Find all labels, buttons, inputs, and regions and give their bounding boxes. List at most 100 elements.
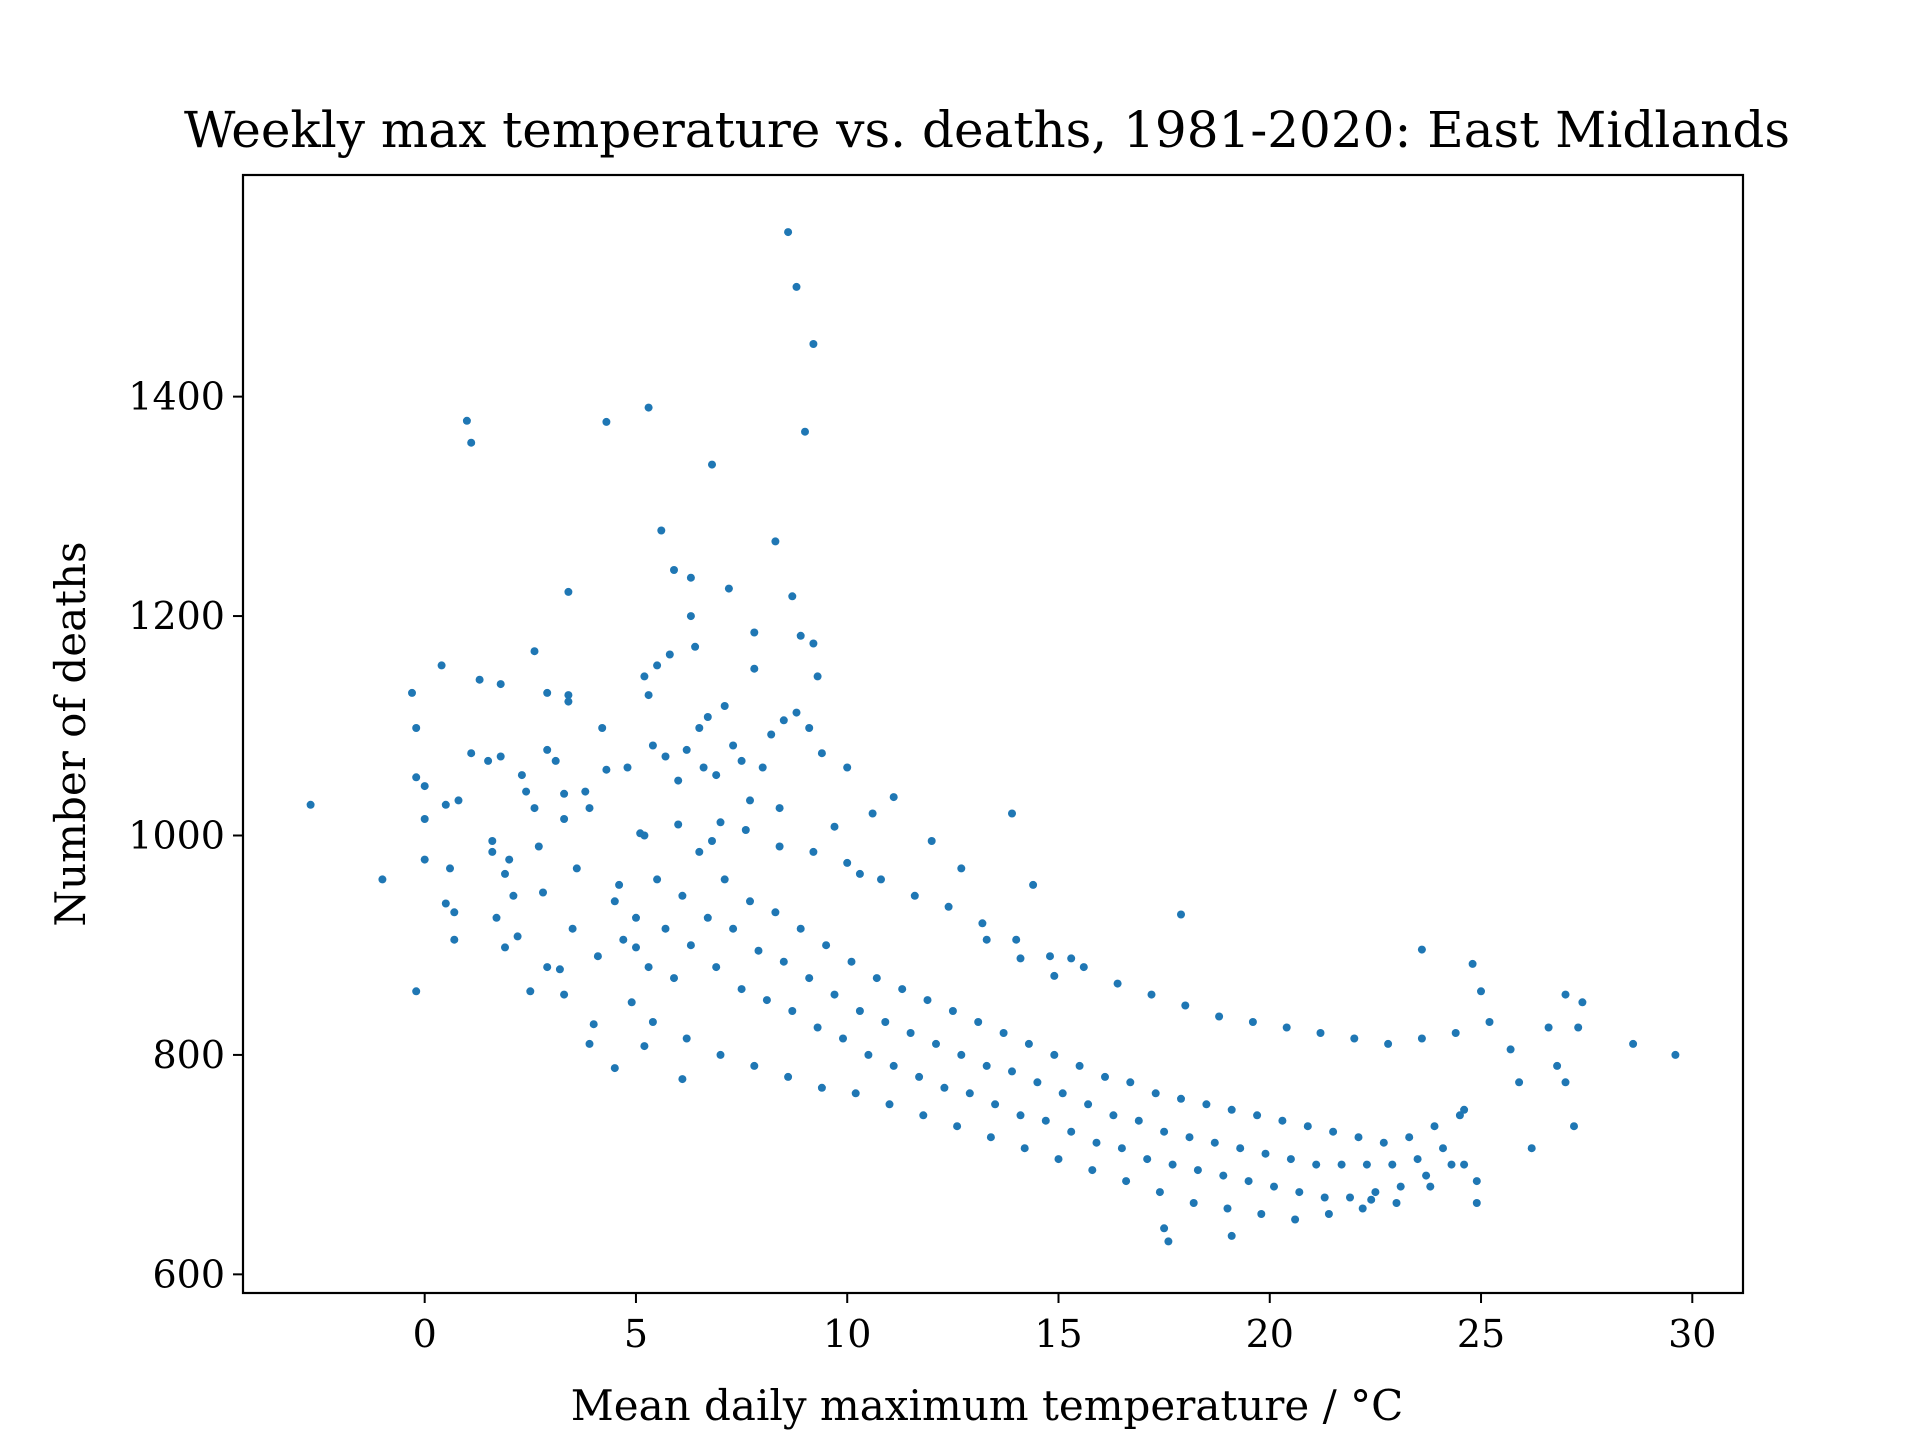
data-point [805,974,814,983]
data-point [1189,1199,1198,1207]
data-point [784,1072,793,1081]
data-point [644,963,653,972]
data-point [467,438,476,447]
data-point [446,864,454,873]
data-point [1286,1155,1295,1164]
data-point [974,1018,983,1026]
data-point [610,1064,619,1073]
data-point [847,957,856,966]
data-point [839,1034,847,1043]
data-point [644,403,653,412]
data-point [602,765,611,774]
data-point [560,815,569,823]
data-point [551,756,560,765]
data-point [1358,1204,1367,1213]
data-point [1388,1160,1397,1169]
data-point [940,1083,949,1092]
data-point [1477,987,1485,996]
data-point [475,675,484,684]
data-point [1303,1122,1312,1131]
data-point [1008,1067,1016,1076]
data-point [686,573,695,582]
data-point [1029,880,1038,889]
data-point [703,713,712,721]
data-point [543,688,552,697]
data-point [771,908,780,917]
x-axis-ticks: 0 5 10 15 20 25 30 [413,1293,1716,1356]
data-point [1392,1199,1401,1207]
data-point [965,1089,974,1098]
data-point [1227,1231,1236,1240]
data-point [695,847,704,856]
data-point [678,1075,687,1084]
data-point [877,875,885,884]
x-tick-label: 15 [1034,1312,1082,1356]
data-point [708,460,716,469]
x-axis-label: Mean daily maximum temperature / °C [571,1381,1403,1430]
data-point [724,584,733,593]
data-point [999,1029,1008,1037]
data-point [488,837,497,845]
data-point [1354,1133,1363,1142]
data-point [682,1034,691,1043]
data-point [686,612,695,621]
x-tick-label: 25 [1457,1312,1505,1356]
y-tick-label: 1400 [128,375,225,419]
data-point [1160,1224,1169,1233]
data-point [555,965,564,974]
data-point [741,826,750,834]
data-point [1210,1138,1219,1147]
data-point [653,875,662,884]
data-point [1109,1111,1118,1120]
data-point [509,891,518,900]
data-point [640,1042,649,1051]
data-point [420,855,429,864]
data-point [864,1050,873,1059]
data-point [1177,1094,1185,1103]
data-point [1553,1061,1562,1070]
data-point [1253,1111,1262,1120]
data-point [1561,990,1570,999]
data-point [496,680,505,689]
data-point [1451,1029,1460,1037]
data-point [1468,959,1477,968]
data-point [1329,1127,1338,1136]
data-point [851,1089,860,1098]
data-point [1202,1100,1211,1109]
data-point [657,526,666,535]
data-point [1160,1127,1169,1136]
data-point [1506,1045,1515,1054]
data-point [1350,1034,1359,1043]
data-point [1117,1144,1126,1153]
data-point [462,416,471,425]
data-point [1527,1144,1536,1153]
data-point [1426,1182,1435,1191]
data-point [1227,1105,1236,1114]
data-point [712,771,721,780]
data-point [1185,1133,1194,1142]
data-point [1155,1188,1164,1197]
data-point [1193,1166,1202,1175]
data-point [441,800,450,809]
data-point [1050,1050,1059,1059]
data-point [716,1050,725,1059]
data-point [513,932,522,941]
data-point [412,773,421,782]
data-point [898,985,907,994]
y-tick-label: 600 [152,1252,225,1296]
data-point [1346,1193,1354,1202]
data-point [1016,1111,1025,1120]
data-point [530,804,539,813]
data-point [1337,1160,1346,1169]
data-point [1447,1160,1456,1169]
data-point [517,771,526,780]
data-point [412,724,421,732]
data-point [670,566,678,574]
data-point [543,963,552,972]
y-tick-label: 1200 [128,594,225,638]
data-point [750,628,759,637]
data-point [1067,954,1076,963]
data-point [1561,1078,1570,1087]
data-point [750,664,759,673]
